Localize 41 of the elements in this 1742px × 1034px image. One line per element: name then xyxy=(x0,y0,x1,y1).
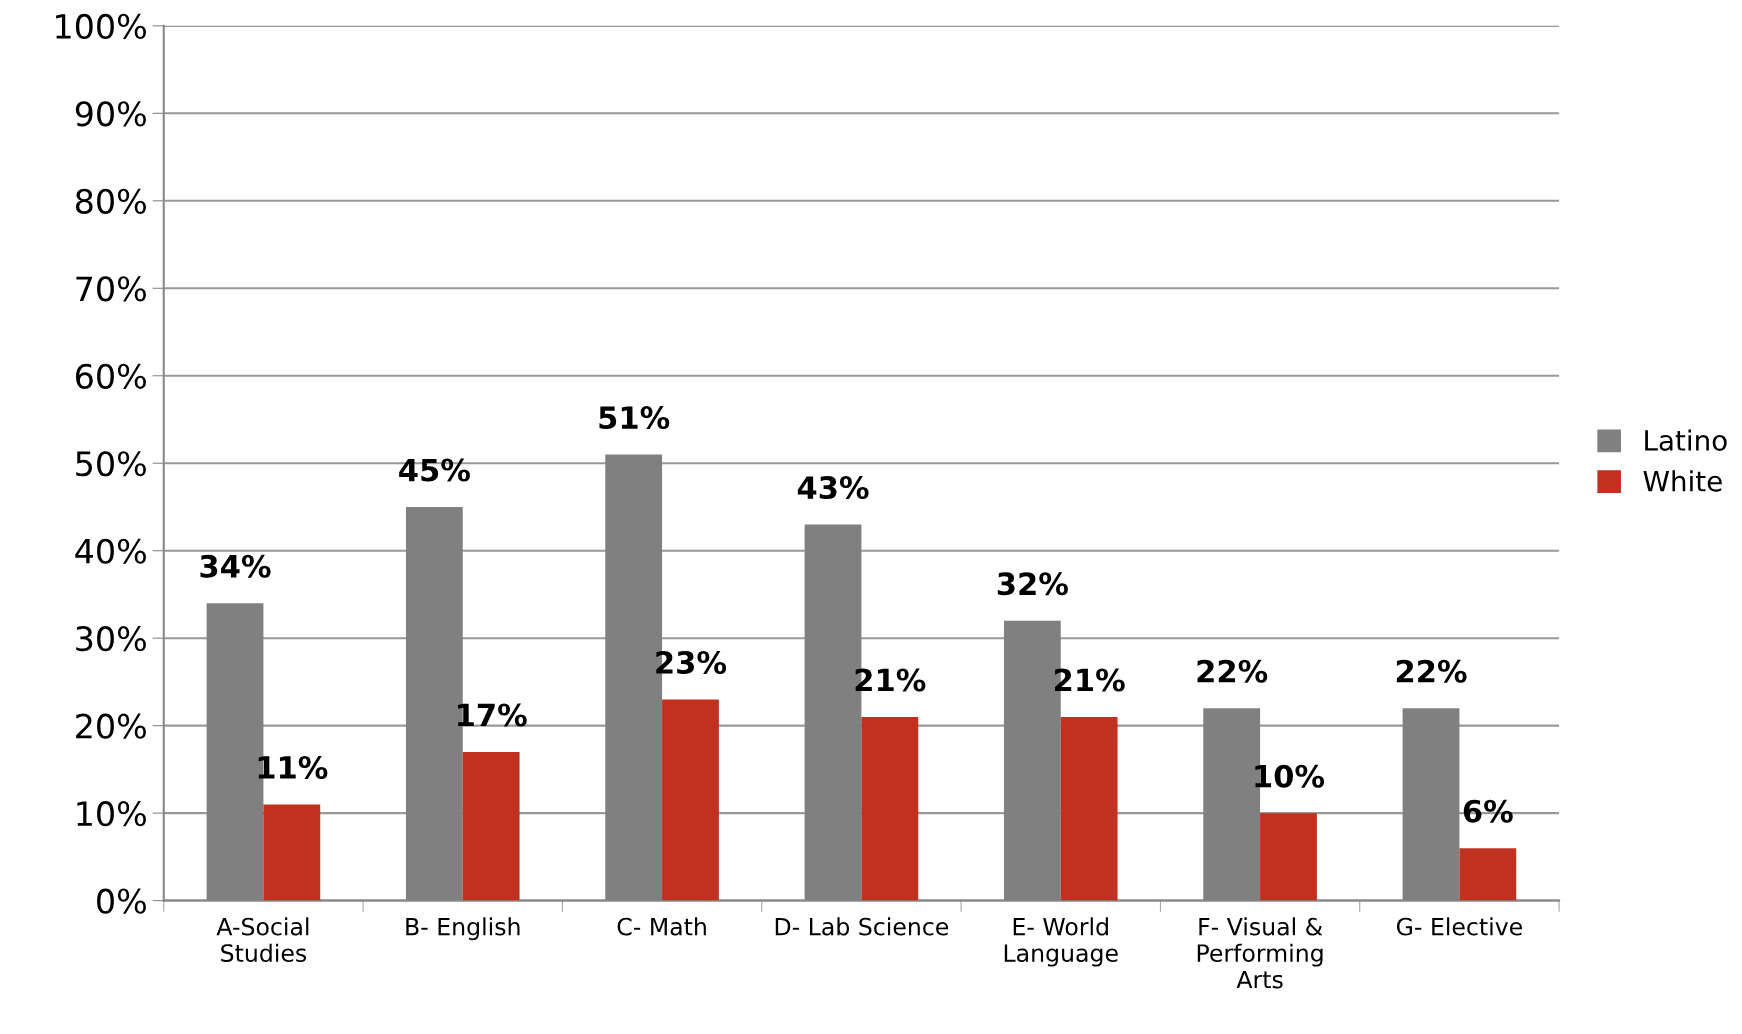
legend-label: White xyxy=(1643,470,1722,492)
data-label: 21% xyxy=(1055,668,1125,692)
x-tick-label: G- Elective xyxy=(1396,917,1522,936)
data-label: 22% xyxy=(1197,659,1268,683)
legend-label: Latino xyxy=(1645,429,1727,451)
y-tick-label: 10% xyxy=(77,801,146,827)
bar xyxy=(263,804,321,901)
data-label: 22% xyxy=(1396,659,1467,683)
data-label: 43% xyxy=(797,475,869,500)
y-tick-label: 90% xyxy=(75,101,146,127)
data-label: 6% xyxy=(1463,799,1513,823)
data-label: 23% xyxy=(656,650,727,675)
x-tick-label: B- English xyxy=(406,917,520,941)
data-label: 21% xyxy=(855,668,926,692)
y-tick-label: 70% xyxy=(76,276,146,302)
bar xyxy=(1459,848,1517,901)
data-label: 45% xyxy=(399,458,470,482)
x-tick-label: F- Visual & Performing Arts xyxy=(1197,917,1323,989)
bar xyxy=(1060,716,1118,901)
x-tick-label: C- Math xyxy=(617,917,706,936)
bar xyxy=(462,751,520,901)
y-tick-label: 80% xyxy=(75,188,146,214)
x-tick-label: D- Lab Science xyxy=(775,917,949,936)
x-tick-label: E- World Language xyxy=(1004,917,1118,967)
bar xyxy=(662,699,719,901)
bar xyxy=(1260,813,1317,901)
data-label: 34% xyxy=(200,554,271,578)
bar xyxy=(861,716,919,901)
y-tick-label: 30% xyxy=(76,626,146,652)
data-label: 11% xyxy=(258,755,328,780)
y-tick-label: 60% xyxy=(76,363,146,389)
y-tick-label: 50% xyxy=(76,451,146,477)
y-tick-label: 0% xyxy=(97,888,146,914)
y-tick-label: 100% xyxy=(56,13,146,39)
y-tick-label: 40% xyxy=(75,538,146,564)
data-label: 32% xyxy=(997,572,1068,596)
y-tick-label: 20% xyxy=(76,713,146,739)
data-label: 51% xyxy=(599,406,670,430)
x-tick-label: A-Social Studies xyxy=(216,917,309,962)
data-label: 17% xyxy=(458,703,527,727)
data-label: 10% xyxy=(1255,764,1325,788)
